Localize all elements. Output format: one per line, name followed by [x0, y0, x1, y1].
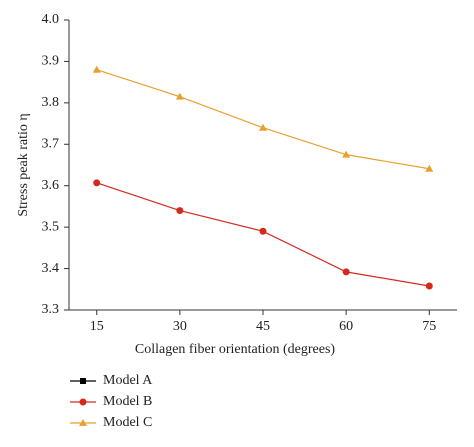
x-tick-label: 45: [256, 319, 270, 334]
legend-marker: [80, 378, 86, 384]
y-tick-label: 3.6: [42, 178, 60, 193]
data-point: [92, 65, 101, 73]
legend-marker: [79, 419, 87, 426]
data-point: [425, 282, 433, 290]
series-line: [96, 69, 430, 170]
x-tick-label: 30: [173, 319, 187, 334]
y-tick-label: 3.5: [42, 219, 60, 234]
x-axis-label: Collagen fiber orientation (degrees): [135, 342, 336, 357]
legend-label: Model A: [103, 373, 153, 388]
y-tick-label: 3.3: [42, 302, 60, 317]
data-point: [425, 164, 434, 172]
data-point: [259, 227, 267, 235]
x-tick-label: 75: [422, 319, 436, 334]
legend-marker: [79, 398, 87, 406]
x-tick-label: 60: [339, 319, 353, 334]
legend-label: Model C: [103, 415, 152, 430]
x-tick-label: 15: [90, 319, 104, 334]
y-tick-label: 3.4: [42, 261, 60, 276]
data-point: [342, 150, 351, 158]
y-axis-label: Stress peak ratio η: [16, 113, 31, 216]
y-tick-label: 3.7: [42, 137, 60, 152]
legend-label: Model B: [103, 394, 152, 409]
data-point: [259, 123, 267, 131]
y-tick-label: 3.8: [42, 95, 60, 110]
data-point: [93, 179, 101, 187]
data-point: [342, 268, 350, 276]
y-tick-label: 3.9: [42, 54, 60, 69]
data-point: [175, 92, 184, 100]
data-point: [176, 207, 184, 215]
y-tick-label: 4.0: [42, 12, 60, 27]
